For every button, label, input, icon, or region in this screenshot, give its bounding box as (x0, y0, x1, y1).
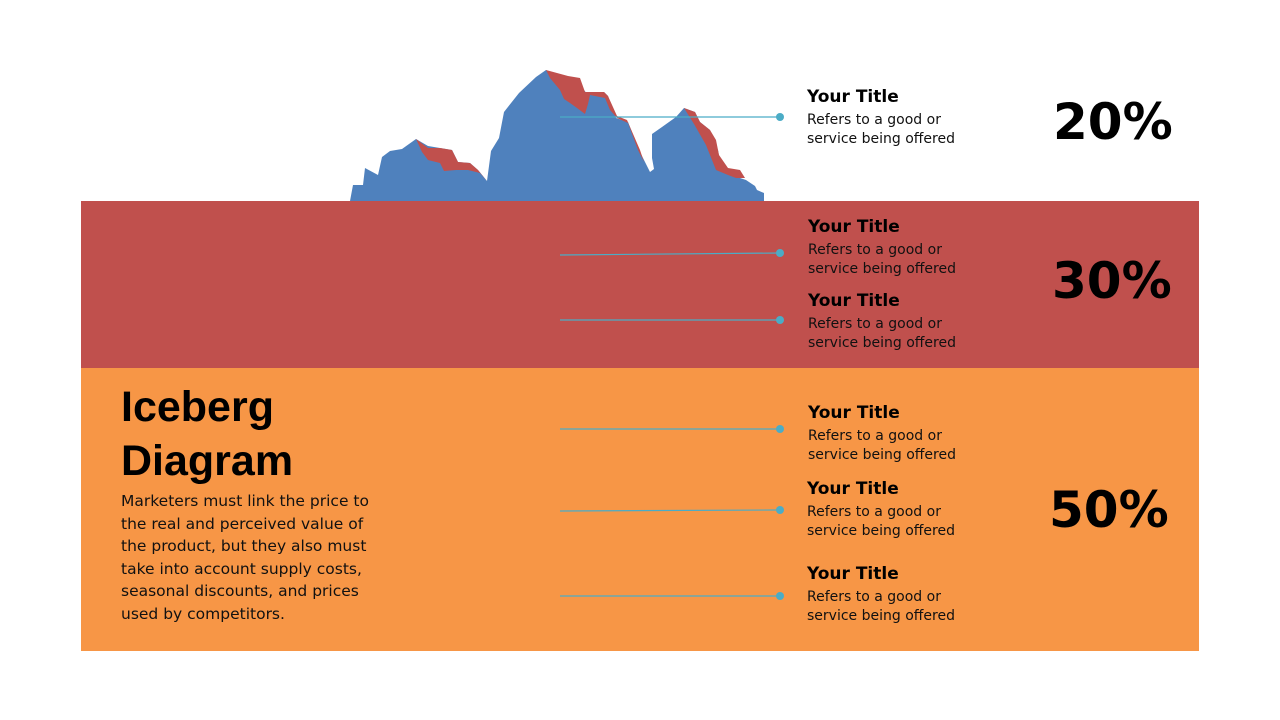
callout-item-3: Your Title Refers to a good or service b… (808, 290, 1008, 353)
top-layer-percent: 20% (1053, 93, 1173, 151)
callout-text: Refers to a good or service being offere… (808, 428, 956, 463)
slide-title-text: Iceberg Diagram (121, 383, 294, 485)
iceberg-shadow-shape (416, 139, 487, 181)
slide-description: Marketers must link the price to the rea… (121, 492, 369, 623)
callout-title: Your Title (808, 291, 900, 311)
callout-item-5: Your Title Refers to a good or service b… (807, 478, 1007, 541)
middle-layer-band (81, 201, 1199, 368)
middle-layer-percent: 30% (1052, 252, 1172, 310)
callout-title: Your Title (807, 564, 899, 584)
callout-item-4: Your Title Refers to a good or service b… (808, 402, 1008, 465)
callout-item-1: Your Title Refers to a good or service b… (807, 86, 1007, 149)
callout-text: Refers to a good or service being offere… (808, 316, 956, 351)
callout-text: Refers to a good or service being offere… (807, 112, 955, 147)
iceberg-tip-shape (350, 70, 764, 201)
callout-title: Your Title (808, 217, 900, 237)
iceberg-shadow-shape (546, 70, 644, 162)
callout-title: Your Title (808, 403, 900, 423)
connector-dot (776, 113, 784, 121)
bottom-layer-percent: 50% (1049, 481, 1169, 539)
callout-text: Refers to a good or service being offere… (807, 504, 955, 539)
callout-item-2: Your Title Refers to a good or service b… (808, 216, 1008, 279)
callout-title: Your Title (807, 87, 899, 107)
iceberg-shadow-shape (684, 108, 745, 178)
callout-text: Refers to a good or service being offere… (807, 589, 955, 624)
slide-title: Iceberg Diagram (121, 380, 441, 488)
callout-item-6: Your Title Refers to a good or service b… (807, 563, 1007, 626)
callout-title: Your Title (807, 479, 899, 499)
callout-text: Refers to a good or service being offere… (808, 242, 956, 277)
